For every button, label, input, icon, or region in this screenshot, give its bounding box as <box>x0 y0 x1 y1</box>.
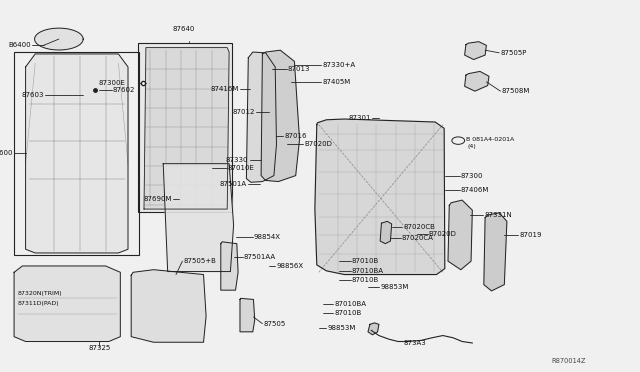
Text: 87019: 87019 <box>520 232 542 238</box>
Text: B7020D: B7020D <box>429 231 457 237</box>
Text: 87602: 87602 <box>113 87 135 93</box>
Text: 87331N: 87331N <box>484 212 512 218</box>
Text: 87330+A: 87330+A <box>323 62 356 68</box>
Text: 87016: 87016 <box>284 133 307 139</box>
Text: 87603: 87603 <box>21 92 44 98</box>
Polygon shape <box>240 298 255 332</box>
Text: 87406M: 87406M <box>461 187 489 193</box>
Text: 87325: 87325 <box>88 345 110 351</box>
Text: 87405M: 87405M <box>323 79 351 85</box>
Text: 98853M: 98853M <box>328 325 356 331</box>
Polygon shape <box>26 54 128 253</box>
Text: 87020CB: 87020CB <box>403 224 435 230</box>
Text: 873A3: 873A3 <box>403 340 426 346</box>
Polygon shape <box>14 266 120 341</box>
Text: 87010BA: 87010BA <box>352 268 384 274</box>
Polygon shape <box>221 242 238 290</box>
Text: 87640: 87640 <box>173 26 195 32</box>
Text: 87505P: 87505P <box>500 50 527 56</box>
Text: 98854X: 98854X <box>253 234 280 240</box>
Text: 87020CA: 87020CA <box>402 235 434 241</box>
Text: 87501AA: 87501AA <box>244 254 276 260</box>
Polygon shape <box>368 323 379 335</box>
Polygon shape <box>315 119 445 275</box>
Text: 87012: 87012 <box>232 109 255 115</box>
Polygon shape <box>246 52 276 182</box>
Text: B 081A4-0201A: B 081A4-0201A <box>466 137 514 142</box>
Text: 87505+B: 87505+B <box>183 258 216 264</box>
Text: 87300E: 87300E <box>99 80 125 86</box>
Polygon shape <box>465 71 489 91</box>
Text: B6400: B6400 <box>8 42 31 48</box>
Polygon shape <box>484 213 507 291</box>
Polygon shape <box>163 164 234 272</box>
Text: 87010B: 87010B <box>352 258 380 264</box>
Text: 87690M: 87690M <box>143 196 172 202</box>
Text: 98853M: 98853M <box>380 284 408 290</box>
Polygon shape <box>131 270 206 342</box>
Polygon shape <box>448 200 472 270</box>
Polygon shape <box>465 42 486 60</box>
Text: (4): (4) <box>467 144 476 150</box>
Text: 87311D(PAD): 87311D(PAD) <box>18 301 60 306</box>
Text: 87300: 87300 <box>461 173 483 179</box>
Polygon shape <box>380 221 392 244</box>
Text: 98856X: 98856X <box>276 263 303 269</box>
Text: 87508M: 87508M <box>502 88 530 94</box>
Text: 87010B: 87010B <box>334 310 362 316</box>
Polygon shape <box>35 28 83 50</box>
Text: 87320N(TRIM): 87320N(TRIM) <box>18 291 63 296</box>
Text: 87010E: 87010E <box>228 165 255 171</box>
Bar <box>138 43 232 212</box>
Polygon shape <box>261 50 300 182</box>
Text: 87501A: 87501A <box>220 181 247 187</box>
Text: R870014Z: R870014Z <box>552 358 586 364</box>
Text: 87505: 87505 <box>264 321 286 327</box>
Bar <box>14 52 139 255</box>
Polygon shape <box>144 48 229 209</box>
Text: 87013: 87013 <box>288 66 310 72</box>
Text: 87010B: 87010B <box>352 278 380 283</box>
Text: 87416M: 87416M <box>211 86 239 92</box>
Text: 87301: 87301 <box>349 115 371 121</box>
Text: 87330: 87330 <box>226 157 248 163</box>
Text: 87010BA: 87010BA <box>334 301 366 307</box>
Text: 87600: 87600 <box>0 150 13 155</box>
Text: B7020D: B7020D <box>305 141 333 147</box>
